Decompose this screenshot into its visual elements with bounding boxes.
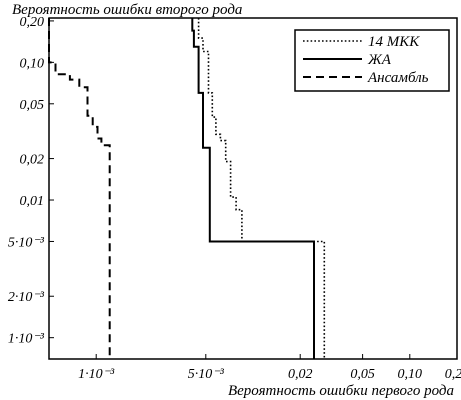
tick-marks bbox=[49, 20, 458, 359]
y-tick-label: 1·10⁻³ bbox=[8, 332, 45, 347]
legend: 14 МКК ЖА Ансамбль bbox=[294, 29, 450, 92]
y-tick-label: 0,01 bbox=[20, 194, 45, 209]
x-tick-labels: 1·10⁻³ 5·10⁻³ 0,02 0,05 0,10 0,20 bbox=[78, 367, 461, 382]
legend-label-ansambl: Ансамбль bbox=[367, 70, 429, 86]
y-tick-label: 5·10⁻³ bbox=[8, 235, 45, 250]
y-tick-label: 0,10 bbox=[20, 56, 45, 71]
series-line-ansambl bbox=[48, 18, 111, 359]
y-tick-labels: 0,20 0,10 0,05 0,02 0,01 5·10⁻³ 2·10⁻³ 1·10⁻³ bbox=[8, 15, 45, 347]
x-tick-label: 5·10⁻³ bbox=[188, 367, 225, 382]
x-tick-label: 0,05 bbox=[350, 367, 375, 382]
y-tick-label: 2·10⁻³ bbox=[8, 290, 45, 305]
legend-box bbox=[294, 29, 450, 92]
y-tick-label: 0,20 bbox=[20, 15, 45, 30]
y-axis-title: Вероятность ошибки второго рода bbox=[12, 2, 242, 18]
series-line-zha bbox=[191, 18, 315, 359]
series-lines bbox=[48, 18, 326, 359]
legend-label-14mkk: 14 МКК bbox=[368, 34, 420, 50]
x-tick-label: 0,10 bbox=[398, 367, 423, 382]
plot-frame bbox=[48, 17, 458, 360]
x-axis-title: Вероятность ошибки первого рода bbox=[228, 383, 454, 399]
legend-label-zha: ЖА bbox=[367, 52, 392, 68]
x-tick-label: 0,02 bbox=[288, 367, 313, 382]
y-tick-label: 0,02 bbox=[20, 153, 45, 168]
y-tick-label: 0,05 bbox=[20, 98, 45, 113]
x-tick-label: 1·10⁻³ bbox=[78, 367, 115, 382]
x-tick-label: 0,20 bbox=[445, 367, 461, 382]
